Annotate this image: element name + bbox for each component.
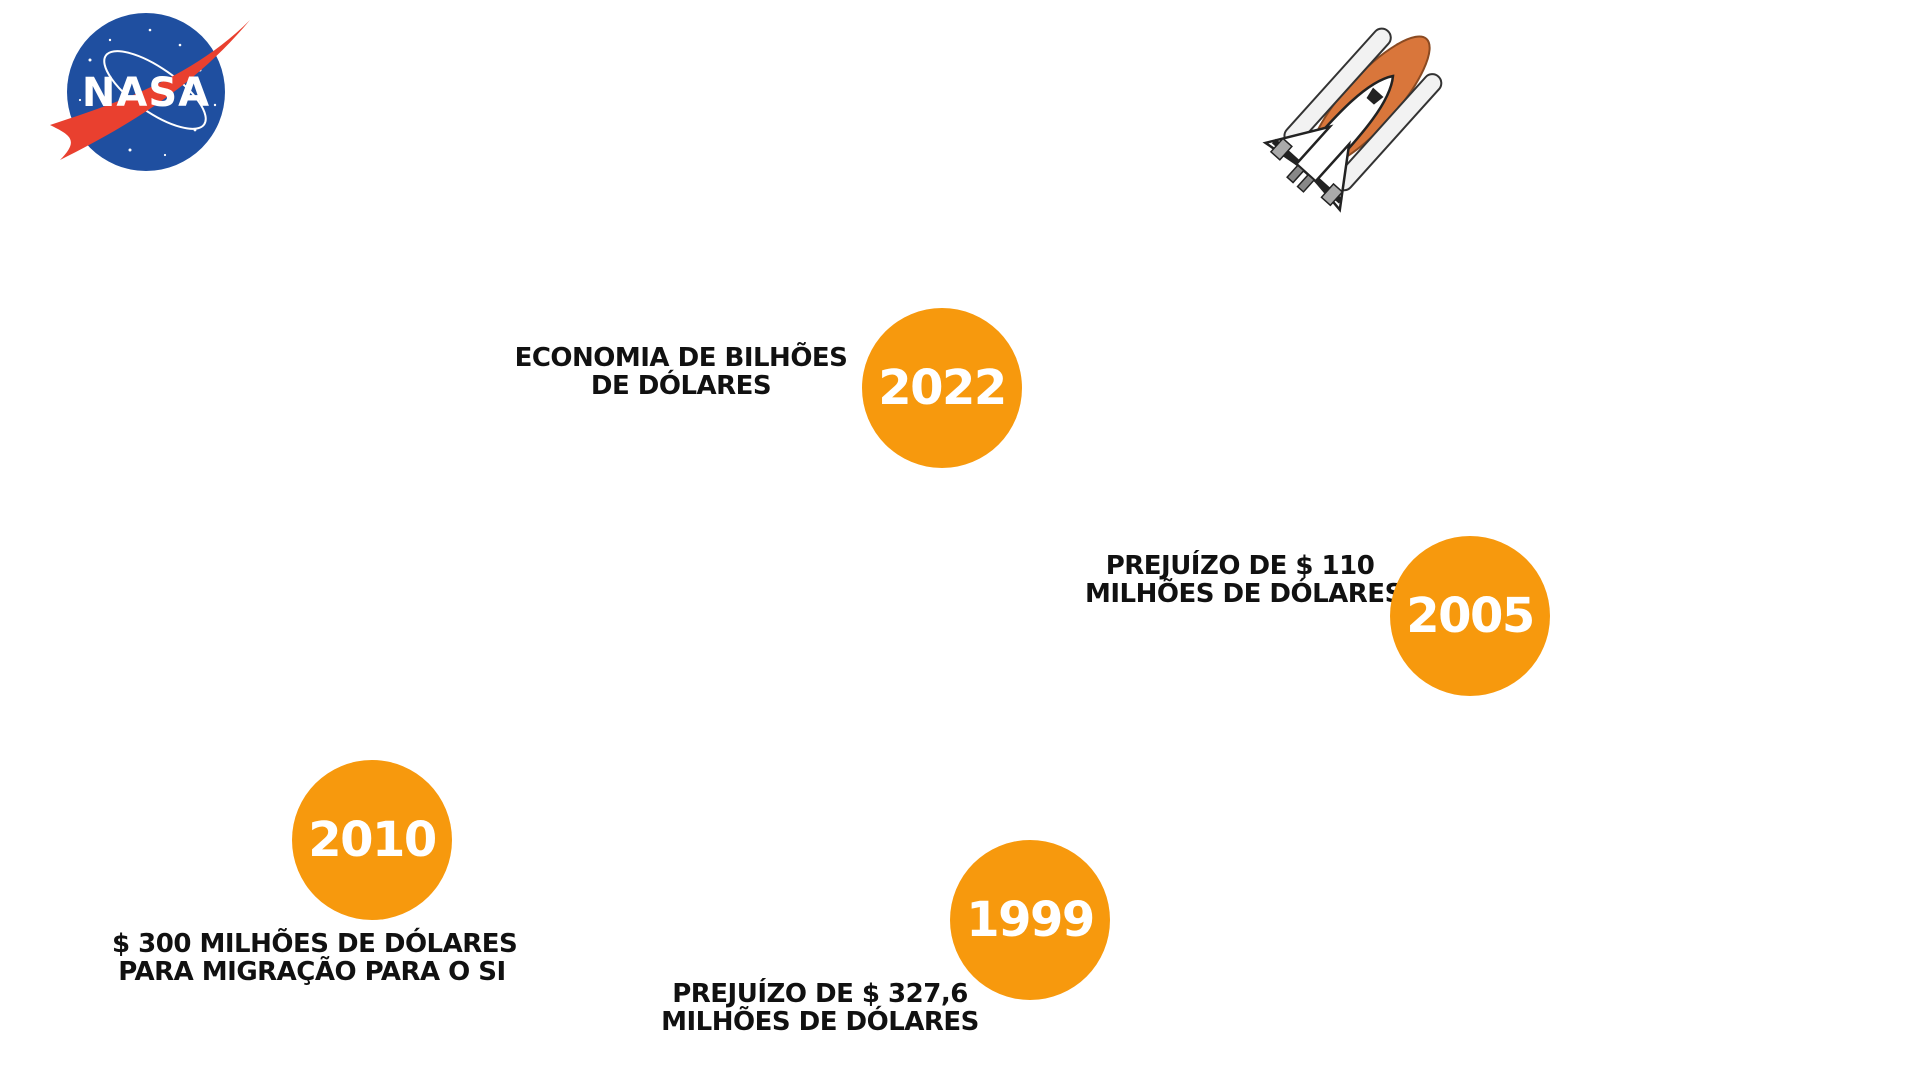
milestone-label-line: MILHÕES DE DÓLARES — [661, 1007, 979, 1037]
milestone-label-2010: $ 300 MILHÕES DE DÓLARES PARA MIGRAÇÃO P… — [112, 929, 518, 987]
nasa-logo: NASA — [50, 10, 260, 180]
space-shuttle-icon — [1215, 8, 1455, 233]
year-badge-1999: 1999 — [950, 840, 1110, 1000]
milestone-label-line: ECONOMIA DE BILHÕES — [514, 343, 848, 373]
milestone-label-line: $ 300 MILHÕES DE DÓLARES — [112, 929, 518, 959]
milestone-label-2005: PREJUÍZO DE $ 110 MILHÕES DE DÓLARES — [1085, 551, 1403, 609]
year-badge-2022: 2022 — [862, 308, 1022, 468]
milestone-label-2022: ECONOMIA DE BILHÕES DE DÓLARES — [503, 344, 859, 400]
milestone-label-line: PREJUÍZO DE $ 110 — [1105, 551, 1375, 581]
year-badge-2005: 2005 — [1390, 536, 1550, 696]
milestone-label-line: MILHÕES DE DÓLARES — [1085, 579, 1403, 609]
year-badge-2010: 2010 — [292, 760, 452, 920]
milestone-label-1999: PREJUÍZO DE $ 327,6 MILHÕES DE DÓLARES — [660, 980, 980, 1036]
milestone-label-line: DE DÓLARES — [590, 371, 772, 401]
nasa-logo-text: NASA — [82, 70, 210, 116]
milestone-label-line: PREJUÍZO DE $ 327,6 — [672, 979, 968, 1009]
milestone-label-line: PARA MIGRAÇÃO PARA O SI — [118, 957, 506, 987]
